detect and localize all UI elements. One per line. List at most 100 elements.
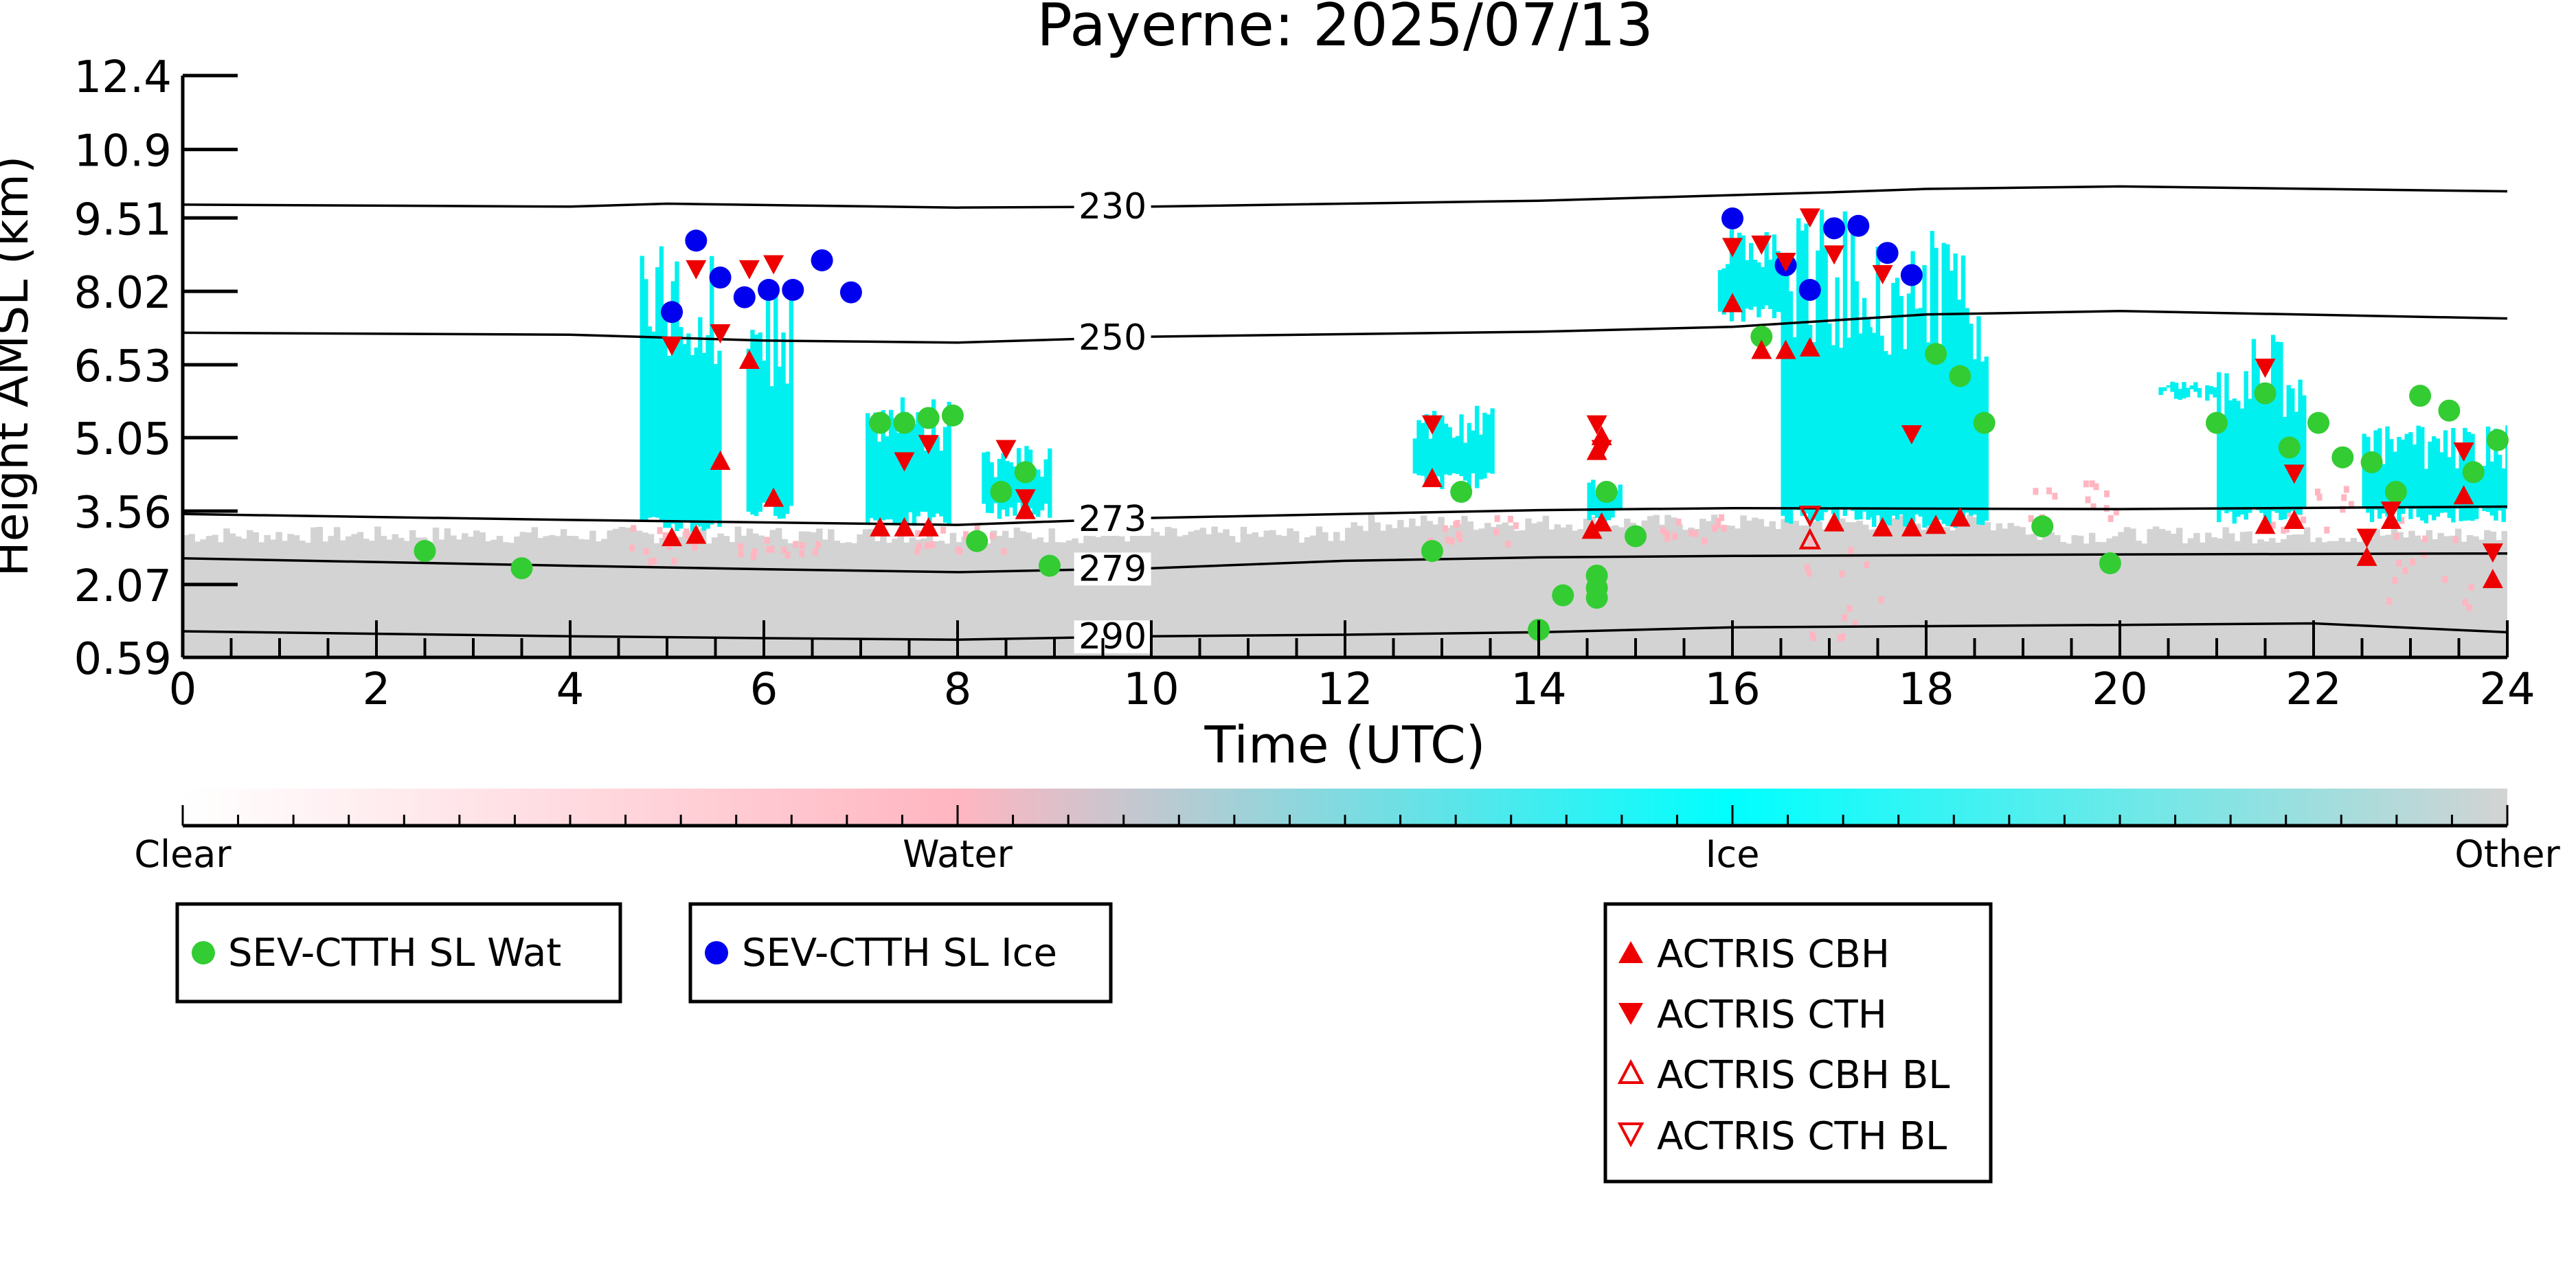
other-field-column bbox=[798, 531, 806, 657]
ice-field-column bbox=[892, 418, 897, 525]
isotherm-label-250: 250 bbox=[1078, 317, 1146, 359]
other-field-column bbox=[1996, 523, 2002, 657]
ice-field-column bbox=[1733, 238, 1738, 306]
other-field-column bbox=[2257, 539, 2264, 657]
other-field-column bbox=[462, 533, 468, 657]
water-speckle bbox=[2093, 483, 2099, 490]
other-field-column bbox=[1043, 542, 1050, 657]
other-field-column bbox=[531, 527, 539, 657]
water-speckle bbox=[2281, 526, 2287, 534]
other-field-column bbox=[1932, 525, 1939, 657]
ice-field-column bbox=[1039, 477, 1045, 511]
other-field-column bbox=[2362, 536, 2369, 657]
ice-field-column bbox=[1906, 293, 1912, 525]
water-speckle bbox=[2052, 493, 2058, 500]
ice-field-column bbox=[1895, 278, 1900, 520]
other-field-column bbox=[1414, 526, 1421, 657]
x-tick-label: 22 bbox=[2285, 664, 2341, 715]
other-field-column bbox=[723, 536, 730, 657]
water-speckle bbox=[1808, 539, 1814, 546]
marker-actris-cth bbox=[2380, 501, 2402, 521]
water-speckle bbox=[629, 544, 635, 552]
legend-sev-wat: SEV-CTTH SL Wat bbox=[175, 902, 622, 1004]
ice-field-column bbox=[2232, 398, 2237, 524]
ice-field-column bbox=[1846, 337, 1851, 510]
other-field-column bbox=[1693, 529, 1701, 657]
other-field-column bbox=[2036, 539, 2044, 657]
marker-sev-ctth-sl-wat bbox=[1750, 326, 1773, 348]
colorbar-label-other: Other bbox=[2454, 833, 2560, 876]
other-field-column bbox=[566, 536, 573, 657]
other-field-column bbox=[1351, 522, 1357, 657]
water-speckle bbox=[1456, 531, 1462, 539]
other-field-column bbox=[2391, 528, 2398, 657]
other-field-column bbox=[1368, 515, 1375, 657]
ice-field-column bbox=[1478, 434, 1483, 479]
other-field-column bbox=[450, 535, 457, 657]
other-field-column bbox=[223, 528, 230, 657]
other-field-column bbox=[322, 541, 329, 657]
other-field-column bbox=[1734, 528, 1741, 657]
legend-sev-wat-label: SEV-CTTH SL Wat bbox=[228, 931, 561, 975]
other-field-column bbox=[2292, 534, 2299, 657]
marker-actris-cth bbox=[1799, 208, 1820, 228]
ice-field-column bbox=[1603, 493, 1607, 523]
other-field-column bbox=[764, 541, 771, 657]
x-tick-label: 2 bbox=[363, 664, 391, 715]
other-field-column bbox=[1031, 539, 1038, 657]
marker-actris-cbh bbox=[763, 487, 784, 507]
marker-sev-ctth-sl-ice bbox=[1847, 214, 1870, 237]
ice-field-column bbox=[942, 427, 948, 523]
other-field-column bbox=[1856, 521, 1863, 657]
other-field-column bbox=[1990, 530, 1997, 657]
ice-field-column bbox=[1785, 268, 1789, 523]
ice-field-column bbox=[982, 452, 986, 504]
water-speckle bbox=[643, 547, 649, 555]
ice-field-column bbox=[1980, 361, 1985, 526]
other-field-column bbox=[514, 536, 521, 657]
marker-actris-cth bbox=[1015, 489, 1036, 509]
other-field-column bbox=[2135, 541, 2143, 657]
ice-field-column bbox=[2274, 341, 2279, 513]
ice-field-column bbox=[1717, 270, 1723, 312]
ice-field-column bbox=[2397, 436, 2402, 522]
ice-field-column bbox=[2220, 415, 2225, 511]
ice-field-column bbox=[920, 424, 925, 512]
other-field-column bbox=[880, 534, 887, 657]
other-field-column bbox=[1275, 534, 1282, 657]
water-speckle bbox=[657, 527, 663, 534]
water-speckle bbox=[766, 545, 772, 553]
ice-field-column bbox=[1776, 251, 1781, 313]
other-field-column bbox=[247, 530, 253, 657]
marker-actris-cbh bbox=[1015, 499, 1036, 519]
water-speckle bbox=[738, 543, 744, 550]
other-field-column bbox=[217, 542, 225, 657]
other-field-column bbox=[1234, 542, 1241, 657]
ice-field-column bbox=[2485, 426, 2491, 512]
y-tick-label: 5.05 bbox=[74, 414, 172, 465]
ice-field-column bbox=[2197, 387, 2202, 398]
ice-field-column bbox=[701, 352, 707, 531]
marker-sev-ctth-sl-wat bbox=[2099, 552, 2121, 575]
other-field-column bbox=[2367, 538, 2375, 657]
marker-actris-cbh bbox=[2482, 569, 2503, 589]
marker-sev-ctth-sl-ice bbox=[1900, 264, 1923, 286]
ice-field-column bbox=[1835, 277, 1840, 523]
water-speckle bbox=[989, 532, 995, 540]
other-field-column bbox=[1054, 542, 1061, 657]
other-field-column bbox=[677, 536, 683, 657]
isotherm-279 bbox=[183, 552, 2507, 574]
legend-sev-ice-label: SEV-CTTH SL Ice bbox=[742, 931, 1057, 975]
other-field-column bbox=[1246, 534, 1253, 657]
other-field-column bbox=[2414, 535, 2421, 657]
marker-actris-cbh bbox=[1591, 512, 1612, 532]
ice-field-column bbox=[1428, 438, 1433, 482]
other-field-column bbox=[2309, 542, 2316, 657]
water-speckle bbox=[2442, 576, 2448, 583]
other-field-column bbox=[2321, 542, 2328, 657]
marker-sev-ctth-sl-ice bbox=[1823, 217, 1846, 240]
ice-field-column bbox=[758, 332, 762, 512]
ice-field-column bbox=[2251, 339, 2257, 508]
ice-field-column bbox=[1721, 268, 1726, 315]
ice-field-column bbox=[1455, 436, 1460, 475]
